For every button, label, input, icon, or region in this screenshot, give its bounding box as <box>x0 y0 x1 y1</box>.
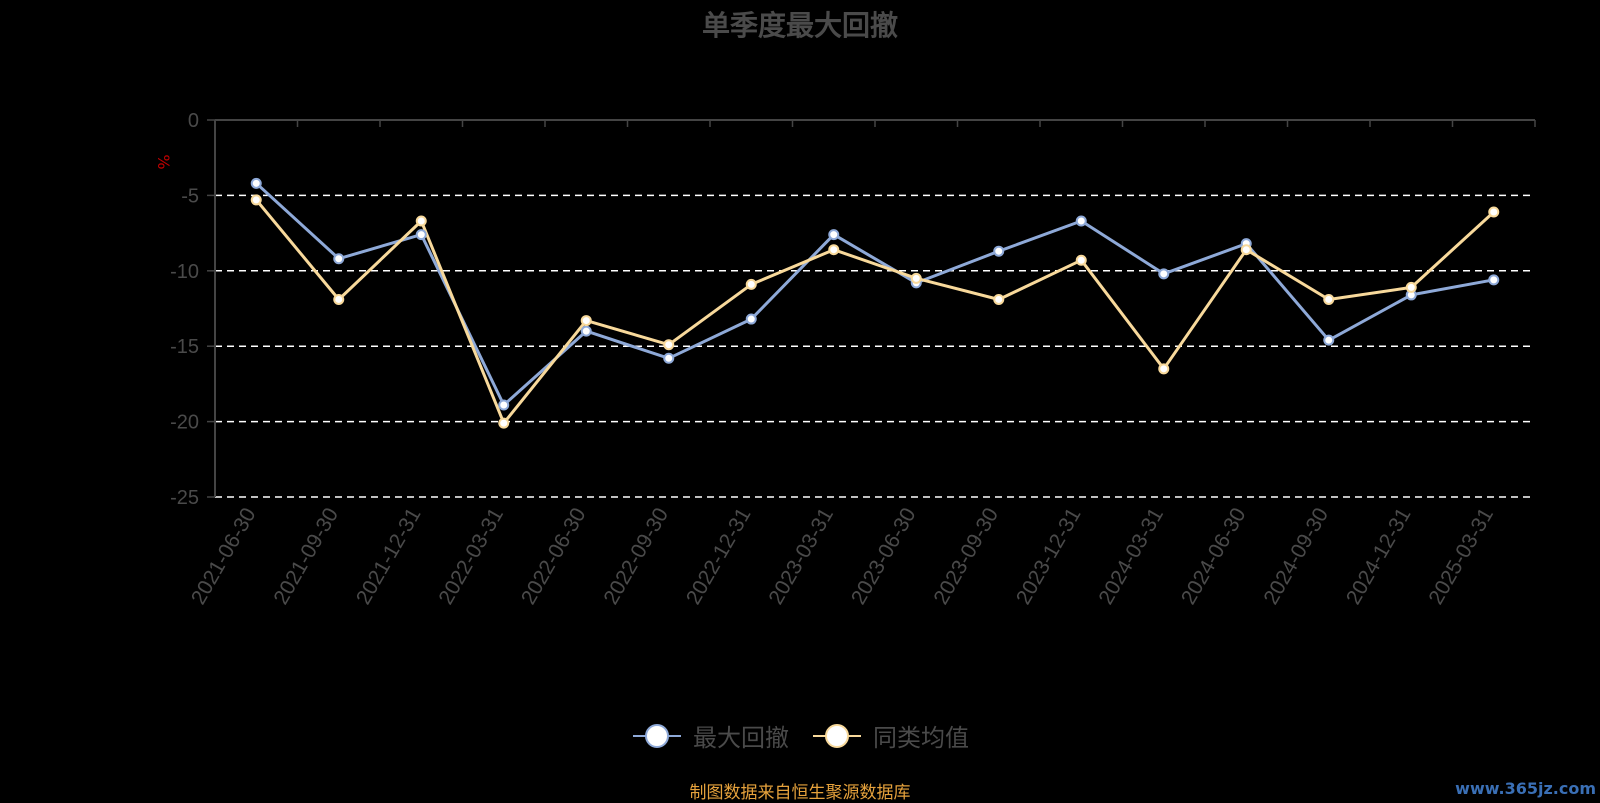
x-tick-label: 2024-12-31 <box>1342 504 1416 609</box>
legend-label-series-2: 同类均值 <box>873 725 969 752</box>
x-tick-label: 2023-06-30 <box>847 504 921 609</box>
series-line-1 <box>255 182 1495 407</box>
series-2-point <box>580 315 592 327</box>
series-2-point <box>1405 281 1417 293</box>
legend: 最大回撤 同类均值 <box>0 718 1600 753</box>
series-2-point <box>828 244 840 256</box>
series-2-point <box>663 339 675 351</box>
series-2-point <box>910 272 922 284</box>
legend-label-series-1: 最大回撤 <box>693 725 789 752</box>
series-2-point <box>1240 244 1252 256</box>
x-tick-label: 2021-06-30 <box>187 504 261 609</box>
y-tick-label: 0 <box>188 110 199 132</box>
series-2-point <box>250 194 262 206</box>
series-1-point <box>993 245 1005 257</box>
x-tick-label: 2021-09-30 <box>269 504 343 609</box>
series-2-point <box>1323 293 1335 305</box>
x-tick-label: 2022-09-30 <box>599 504 673 609</box>
legend-item-series-2[interactable]: 同类均值 <box>811 718 969 753</box>
series-1-point <box>745 313 757 325</box>
chart-title: 单季度最大回撤 <box>701 10 898 41</box>
series-1-point <box>333 253 345 265</box>
legend-marker-series-2 <box>813 723 861 748</box>
x-tick-label: 2024-06-30 <box>1177 504 1251 609</box>
x-tick-label: 2021-12-31 <box>352 504 426 609</box>
series-1-point <box>498 399 510 411</box>
series-1-point <box>663 352 675 364</box>
series-1-point <box>1158 268 1170 280</box>
x-tick-label: 2022-12-31 <box>682 504 756 609</box>
series-2-point <box>1488 206 1500 218</box>
legend-item-series-1[interactable]: 最大回撤 <box>631 718 789 753</box>
series-1-point <box>250 177 262 189</box>
series-1-point <box>1323 334 1335 346</box>
x-tick-label: 2022-06-30 <box>517 504 591 609</box>
legend-marker-series-1 <box>633 723 681 748</box>
series-2-point <box>333 293 345 305</box>
y-tick-label: -5 <box>181 185 199 207</box>
y-tick-label: -10 <box>170 261 199 283</box>
y-tick-label: -20 <box>170 412 199 434</box>
series-1-point <box>415 229 427 241</box>
x-tick-label: 2022-03-31 <box>434 504 508 609</box>
x-tick-label: 2025-03-31 <box>1424 504 1498 609</box>
series-2-point <box>745 278 757 290</box>
series-1-point <box>1075 215 1087 227</box>
series-line-2 <box>255 198 1495 425</box>
series-1-point <box>828 229 840 241</box>
x-tick-label: 2023-03-31 <box>764 504 838 609</box>
y-axis-label: % <box>154 154 173 169</box>
series-2-point <box>415 215 427 227</box>
x-tick-label: 2023-12-31 <box>1012 504 1086 609</box>
series-2-point <box>993 293 1005 305</box>
y-tick-label: -25 <box>170 487 199 509</box>
series-2-point <box>1075 254 1087 266</box>
series-1-point <box>580 325 592 337</box>
data-source-note: 制图数据来自恒生聚源数据库 <box>689 783 911 802</box>
series-1-point <box>1488 274 1500 286</box>
series-2-point <box>498 417 510 429</box>
x-tick-label: 2024-09-30 <box>1259 504 1333 609</box>
watermark: www.365jz.com <box>1455 779 1596 798</box>
x-tick-label: 2023-09-30 <box>929 504 1003 609</box>
y-tick-label: -15 <box>170 336 199 358</box>
x-tick-label: 2024-03-31 <box>1094 504 1168 609</box>
series-2-point <box>1158 363 1170 375</box>
